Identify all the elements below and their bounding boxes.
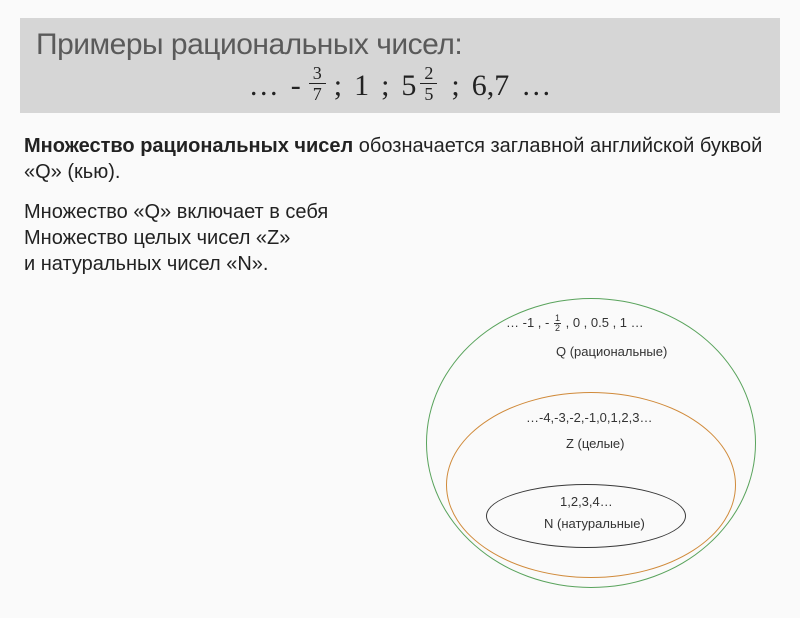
fraction-2-5: 2 5	[420, 64, 437, 103]
p2-line-3: и натуральных чисел «N».	[24, 253, 268, 275]
paragraph-1: Множество рациональных чисел обозначаетс…	[24, 133, 776, 185]
venn-diagram: … -1 , - 1 2 , 0 , 0.5 , 1 … Q (рационал…	[356, 298, 776, 598]
sep-3: ;	[451, 69, 459, 103]
bold-term: Множество рациональных чисел	[24, 135, 353, 157]
q-list-pre: … -1 , -	[506, 315, 549, 330]
sep-2: ;	[381, 69, 389, 103]
z-label: Z (целые)	[566, 436, 624, 451]
p2-line-1: Множество «Q» включает в себя	[24, 201, 328, 223]
value-6-7: 6,7	[472, 69, 510, 103]
p2-line-2: Множество целых чисел «Z»	[24, 227, 290, 249]
tiny-fraction-1-2: 1 2	[554, 314, 561, 333]
z-list: …-4,-3,-2,-1,0,1,2,3…	[526, 410, 652, 425]
n-label: N (натуральные)	[544, 516, 645, 531]
mixed-whole: 5	[401, 69, 416, 103]
fraction-den: 5	[420, 84, 437, 103]
value-1: 1	[354, 69, 369, 103]
n-list: 1,2,3,4…	[560, 494, 613, 509]
mixed-5-2-5: 5 2 5	[401, 66, 439, 105]
tiny-den: 2	[554, 324, 561, 333]
fraction-den: 7	[309, 84, 326, 103]
fraction-num: 2	[420, 64, 437, 84]
sep-1: ;	[334, 69, 342, 103]
fraction-3-7: 3 7	[309, 64, 326, 103]
fraction-num: 3	[309, 64, 326, 84]
page-title: Примеры рациональных чисел:	[36, 28, 764, 62]
q-list-post: , 0 , 0.5 , 1 …	[566, 315, 644, 330]
ellipsis-end: …	[521, 69, 551, 103]
paragraph-2: Множество «Q» включает в себя Множество …	[24, 199, 384, 277]
ellipsis-start: …	[249, 69, 279, 103]
q-label: Q (рациональные)	[556, 344, 667, 359]
neg-sign: -	[291, 69, 301, 103]
q-list: … -1 , - 1 2 , 0 , 0.5 , 1 …	[506, 314, 644, 333]
examples-row: … - 3 7 ; 1 ; 5 2 5 ; 6,7 …	[36, 66, 764, 105]
